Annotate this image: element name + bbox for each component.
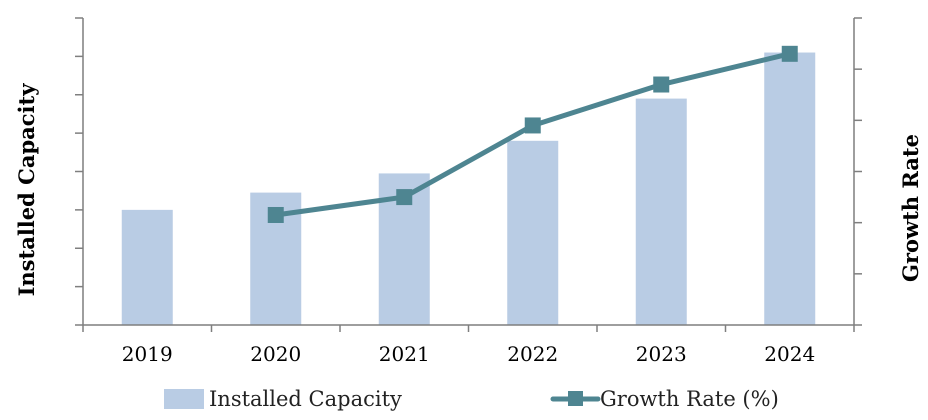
axes xyxy=(75,17,862,332)
right-axis-title: Growth Rate xyxy=(898,134,923,282)
legend-label-line: Growth Rate (%) xyxy=(600,387,779,411)
legend-swatch-marker xyxy=(568,391,583,406)
bar-series xyxy=(121,52,816,326)
x-tick-labels: 2019 2020 2021 2022 2023 2024 xyxy=(122,342,815,366)
growth-point-2024 xyxy=(781,45,798,62)
growth-point-2022 xyxy=(524,117,541,134)
left-y-ticks xyxy=(75,17,83,326)
bar-2024 xyxy=(764,52,816,325)
legend: Installed Capacity Growth Rate (%) xyxy=(164,387,779,411)
growth-point-2020 xyxy=(267,206,284,223)
x-axis-ticks xyxy=(82,325,855,332)
line-series xyxy=(267,45,798,223)
growth-point-2023 xyxy=(653,76,670,93)
legend-label-bar: Installed Capacity xyxy=(209,387,402,411)
legend-swatch-bar xyxy=(164,389,204,409)
growth-point-2021 xyxy=(396,189,413,206)
x-tick-label-2019: 2019 xyxy=(122,342,173,366)
right-y-ticks xyxy=(854,17,862,326)
bar-2023 xyxy=(635,98,687,326)
bar-2019 xyxy=(121,209,173,325)
x-tick-label-2020: 2020 xyxy=(250,342,301,366)
x-tick-label-2021: 2021 xyxy=(379,342,430,366)
left-axis-title: Installed Capacity xyxy=(14,83,39,297)
x-tick-label-2023: 2023 xyxy=(636,342,687,366)
bar-2022 xyxy=(507,140,559,325)
x-tick-label-2024: 2024 xyxy=(764,342,815,366)
x-tick-label-2022: 2022 xyxy=(507,342,558,366)
